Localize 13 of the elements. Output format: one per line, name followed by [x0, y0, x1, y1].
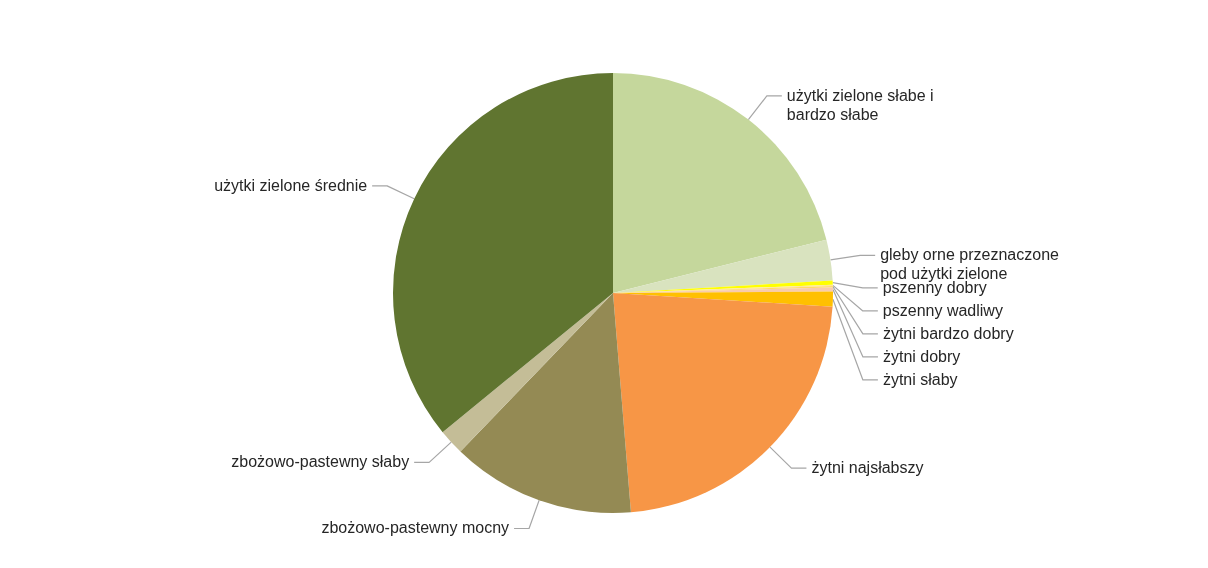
slice-label: pszenny wadliwy: [882, 301, 1003, 319]
slice-label: użytki zielone słabe i bardzo słabe: [786, 86, 934, 123]
slice-label: użytki zielone średnie: [214, 176, 368, 194]
slice-label: zbożowo-pastewny mocny: [321, 519, 510, 537]
slice-label: zbożowo-pastewny słaby: [231, 453, 410, 471]
slice-label: żytni dobry: [882, 347, 961, 365]
slice-label: żytni bardzo dobry: [882, 324, 1014, 342]
pie-slice: [393, 73, 613, 433]
pie-slice: [613, 239, 833, 293]
slice-label: żytni najsłabszy: [811, 459, 924, 477]
pie-slice: [442, 293, 613, 452]
slice-label: żytni słaby: [882, 370, 958, 388]
pie-slice: [460, 293, 631, 513]
